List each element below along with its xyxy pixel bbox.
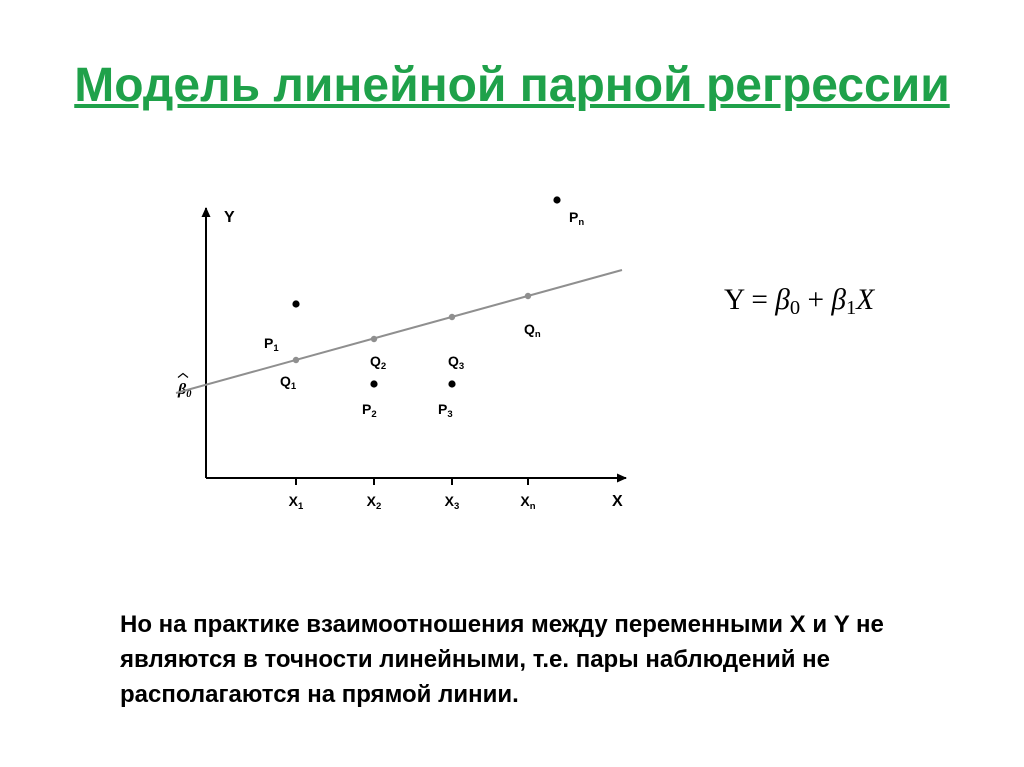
svg-text:Y: Y <box>224 209 235 226</box>
slide: Модель линейной парной регрессии YXβ0X1X… <box>0 0 1024 767</box>
eq-plus: + <box>800 284 831 316</box>
eq-after: X <box>856 284 874 316</box>
chart-svg: YXβ0X1X2X3XnP1P2P3PnQ1Q2Q3Qn <box>166 178 646 518</box>
eq-before: Y = <box>724 284 775 316</box>
regression-chart: YXβ0X1X2X3XnP1P2P3PnQ1Q2Q3Qn <box>166 178 646 518</box>
svg-text:X: X <box>612 493 623 510</box>
eq-beta1: β <box>831 284 846 316</box>
caption-text: Но на практике взаимоотношения между пер… <box>120 608 920 712</box>
eq-beta0: β <box>775 284 790 316</box>
eq-sub0: 0 <box>790 297 800 319</box>
regression-equation: Y = β0 + β1X <box>724 284 874 320</box>
eq-sub1: 1 <box>846 297 856 319</box>
slide-title: Модель линейной парной регрессии <box>0 56 1024 116</box>
